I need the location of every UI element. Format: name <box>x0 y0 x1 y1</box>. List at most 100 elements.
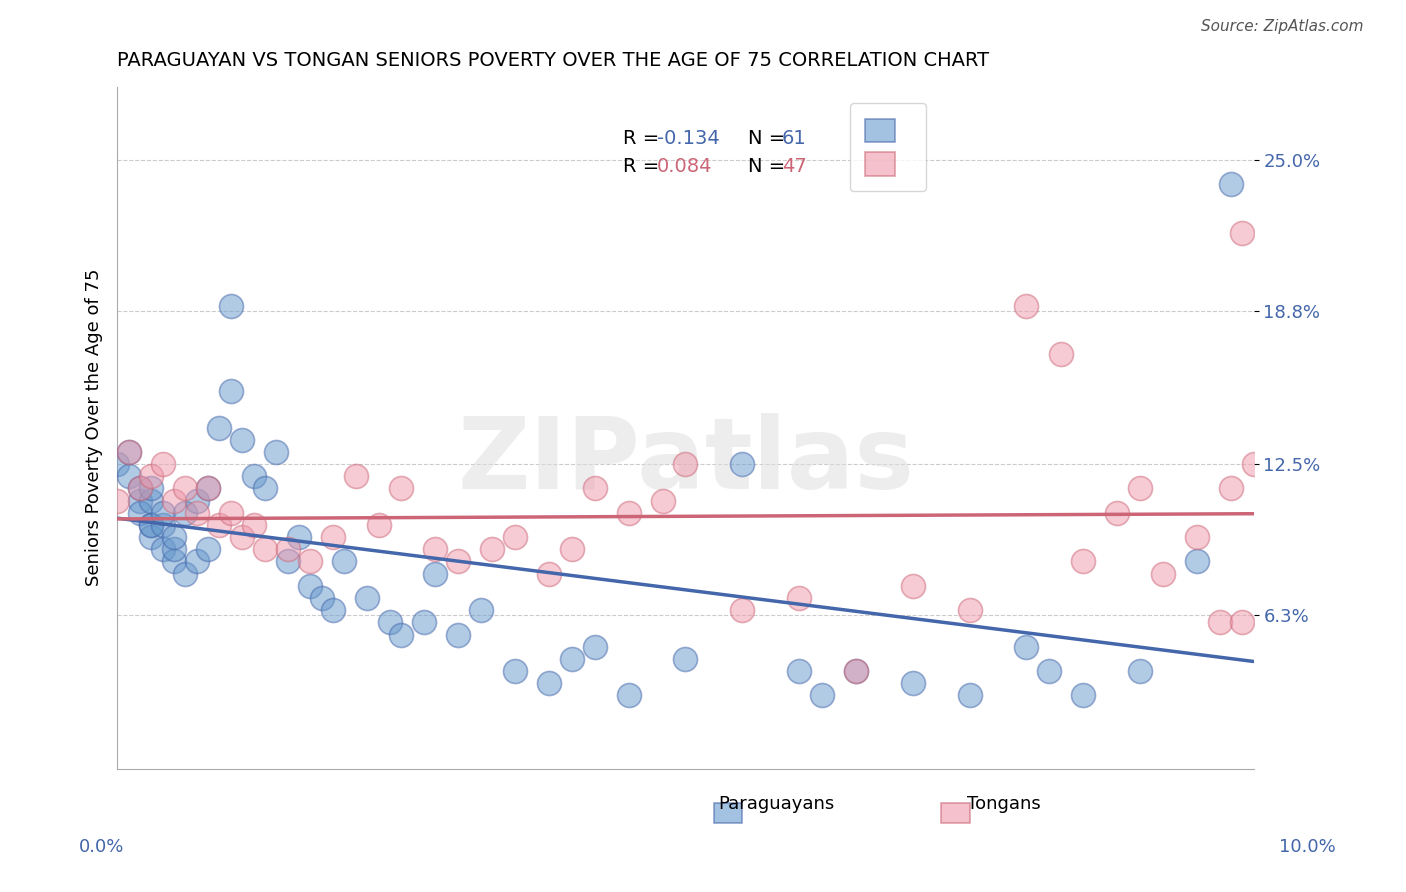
Point <box>1038 664 1060 678</box>
Y-axis label: Seniors Poverty Over the Age of 75: Seniors Poverty Over the Age of 75 <box>86 268 103 586</box>
Point <box>1185 530 1208 544</box>
Point <box>152 542 174 557</box>
Text: PARAGUAYAN VS TONGAN SENIORS POVERTY OVER THE AGE OF 75 CORRELATION CHART: PARAGUAYAN VS TONGAN SENIORS POVERTY OVE… <box>117 51 990 70</box>
Point <box>141 493 163 508</box>
Text: -0.134: -0.134 <box>657 129 720 148</box>
Point <box>197 482 219 496</box>
Point <box>219 299 242 313</box>
Point <box>105 457 128 471</box>
Point <box>141 518 163 533</box>
Point <box>675 652 697 666</box>
Point <box>1129 664 1152 678</box>
Point <box>1220 482 1243 496</box>
Point <box>1129 482 1152 496</box>
Point <box>277 554 299 568</box>
Point <box>333 554 356 568</box>
Point <box>266 445 288 459</box>
Text: 61: 61 <box>782 129 807 148</box>
Point <box>367 518 389 533</box>
Point <box>675 457 697 471</box>
Point <box>617 689 640 703</box>
Point <box>163 530 186 544</box>
FancyBboxPatch shape <box>941 803 970 823</box>
FancyBboxPatch shape <box>714 803 742 823</box>
Point <box>901 676 924 690</box>
Point <box>174 482 197 496</box>
Text: 47: 47 <box>782 157 807 176</box>
Text: Tongans: Tongans <box>967 796 1040 814</box>
Point <box>1152 566 1174 581</box>
Point <box>425 542 447 557</box>
Text: Source: ZipAtlas.com: Source: ZipAtlas.com <box>1201 20 1364 34</box>
Point <box>845 664 868 678</box>
Point <box>208 518 231 533</box>
Point <box>197 482 219 496</box>
Point <box>163 542 186 557</box>
Point <box>503 664 526 678</box>
Point <box>174 506 197 520</box>
Point <box>1015 640 1038 654</box>
Point <box>219 506 242 520</box>
Text: N =: N = <box>748 129 792 148</box>
Point <box>731 457 754 471</box>
Point <box>105 493 128 508</box>
Text: Paraguayans: Paraguayans <box>718 796 835 814</box>
Point <box>253 482 276 496</box>
Point <box>231 433 253 447</box>
Point <box>1185 554 1208 568</box>
Point <box>425 566 447 581</box>
Point <box>242 469 264 483</box>
Point <box>299 579 322 593</box>
Text: R =: R = <box>623 129 665 148</box>
Point <box>378 615 401 630</box>
Point <box>311 591 333 605</box>
Point <box>901 579 924 593</box>
Point <box>651 493 673 508</box>
Point <box>413 615 436 630</box>
Point <box>959 603 981 617</box>
Point <box>152 506 174 520</box>
Point <box>141 482 163 496</box>
Point <box>322 603 344 617</box>
Point <box>117 445 139 459</box>
Point <box>152 457 174 471</box>
Point <box>1243 457 1265 471</box>
Point <box>561 542 583 557</box>
Point <box>845 664 868 678</box>
Point <box>253 542 276 557</box>
Point <box>208 420 231 434</box>
Point <box>617 506 640 520</box>
Point <box>129 493 152 508</box>
Point <box>1071 554 1094 568</box>
Point <box>141 469 163 483</box>
Point <box>1208 615 1230 630</box>
Text: 10.0%: 10.0% <box>1279 838 1336 855</box>
Point <box>811 689 834 703</box>
Point <box>583 640 606 654</box>
Point <box>152 518 174 533</box>
Point <box>231 530 253 544</box>
Point <box>538 566 561 581</box>
Point <box>299 554 322 568</box>
Point <box>141 518 163 533</box>
Point <box>288 530 311 544</box>
Point <box>163 554 186 568</box>
Text: N =: N = <box>748 157 792 176</box>
Point <box>503 530 526 544</box>
Point <box>1220 177 1243 191</box>
Point <box>141 530 163 544</box>
Point <box>1015 299 1038 313</box>
Point <box>356 591 378 605</box>
Point <box>129 482 152 496</box>
Point <box>1049 347 1071 361</box>
Legend: , : , <box>851 103 925 191</box>
Point <box>470 603 492 617</box>
Text: 0.084: 0.084 <box>657 157 713 176</box>
Point <box>787 664 810 678</box>
Point <box>186 493 208 508</box>
Point <box>219 384 242 398</box>
Point <box>787 591 810 605</box>
Point <box>731 603 754 617</box>
Point <box>538 676 561 690</box>
Point <box>186 506 208 520</box>
